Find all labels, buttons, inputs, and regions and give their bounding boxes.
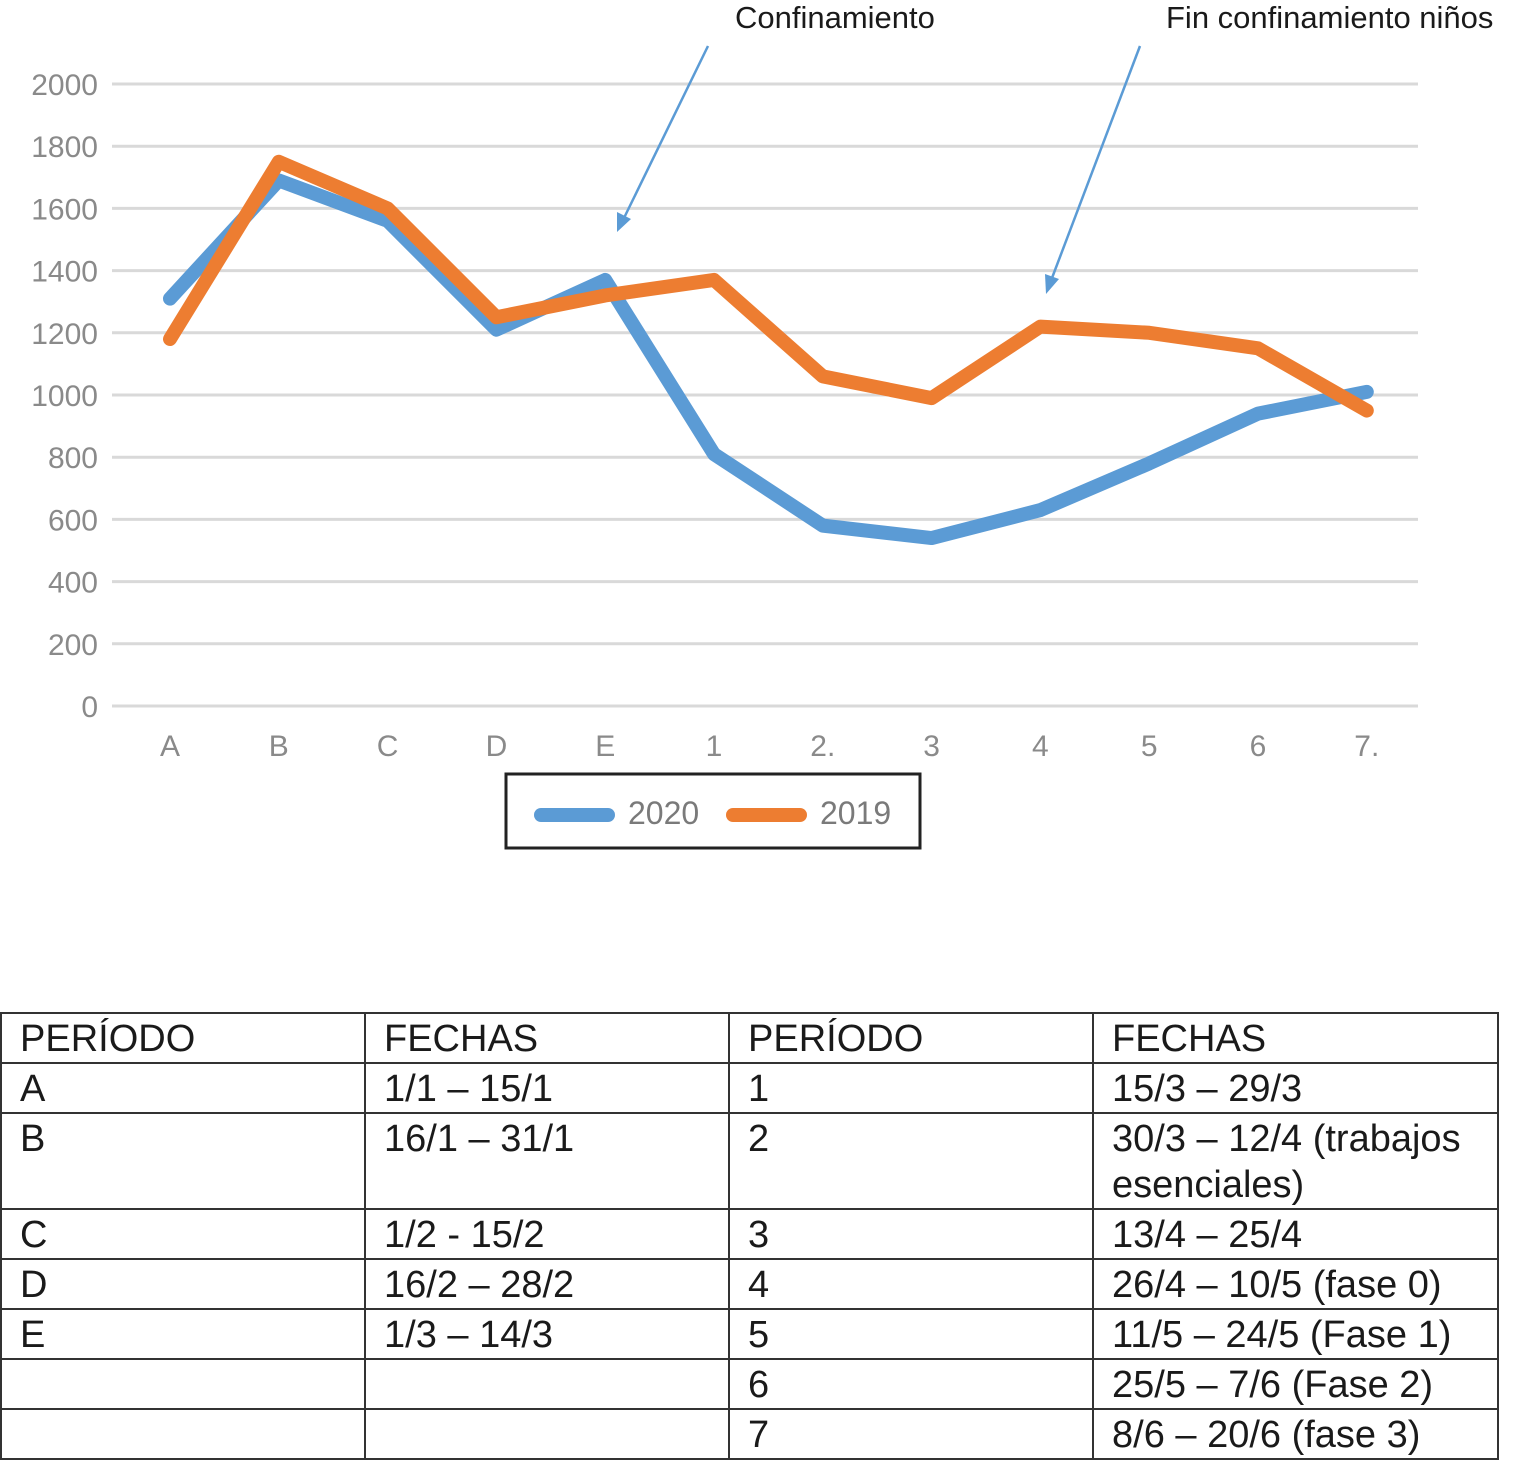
x-tick-label: 2. [810, 730, 835, 763]
table-cell: D [0, 1258, 366, 1310]
confinamiento-arrow-shaft [622, 45, 710, 219]
table-cell: 1/1 – 15/1 [364, 1062, 730, 1114]
x-tick-label: 6 [1250, 730, 1267, 763]
table-cell: 3 [728, 1208, 1094, 1260]
annotation-confinamiento: Confinamiento [735, 0, 935, 35]
legend-label-2020: 2020 [628, 795, 699, 831]
table-header-row: PERÍODO FECHAS PERÍODO FECHAS [0, 1012, 1499, 1064]
annotation-fin-confinamiento-ninos: Fin confinamiento niños [1166, 0, 1493, 35]
legend: 2020 2019 [504, 772, 922, 850]
series-line-2019 [163, 154, 1374, 418]
table-header-cell: FECHAS [1092, 1012, 1499, 1064]
y-tick-label: 400 [48, 567, 98, 600]
table-row: 6 25/5 – 7/6 (Fase 2) [0, 1358, 1499, 1410]
table-cell: 8/6 – 20/6 (fase 3) [1092, 1408, 1499, 1460]
table-row: C 1/2 - 15/2 3 13/4 – 25/4 [0, 1208, 1499, 1260]
y-tick-label: 800 [48, 442, 98, 475]
table-row: B 16/1 – 31/1 2 30/3 – 12/4 (trabajos esenc… [0, 1112, 1499, 1210]
table-cell [364, 1358, 730, 1410]
table-cell: 1 [728, 1062, 1094, 1114]
x-tick-label: 7. [1354, 730, 1379, 763]
legend-label-2019: 2019 [820, 795, 891, 831]
table-cell: 30/3 – 12/4 (trabajos esenciales) [1092, 1112, 1499, 1210]
table-cell: 7 [728, 1408, 1094, 1460]
grid-lines [112, 82, 1418, 708]
x-tick-label: D [486, 730, 508, 763]
x-tick-label: C [377, 730, 399, 763]
y-tick-label: 1800 [31, 131, 98, 164]
x-tick-label: 5 [1141, 730, 1158, 763]
table-cell: 6 [728, 1358, 1094, 1410]
table-cell: 2 [728, 1112, 1094, 1210]
y-tick-label: 0 [81, 691, 98, 724]
table-cell: C [0, 1208, 366, 1260]
table-row: E 1/3 – 14/3 5 11/5 – 24/5 (Fase 1) [0, 1308, 1499, 1360]
x-tick-label: B [269, 730, 289, 763]
fin-confinamiento-arrow-head [1045, 274, 1059, 294]
table-cell: 26/4 – 10/5 (fase 0) [1092, 1258, 1499, 1310]
table-row: D 16/2 – 28/2 4 26/4 – 10/5 (fase 0) [0, 1258, 1499, 1310]
table-cell [0, 1358, 366, 1410]
table-cell: 4 [728, 1258, 1094, 1310]
table-cell: 13/4 – 25/4 [1092, 1208, 1499, 1260]
x-axis-ticks: A B C D E 1 2. 3 4 5 6 7. [160, 730, 1379, 763]
line-chart: 0 200 400 600 800 1000 1200 1400 1600 1800 2000 A B… [31, 0, 1493, 850]
periods-table: PERÍODO FECHAS PERÍODO FECHAS A 1/1 – 15/1 1 15… [0, 1012, 1499, 1460]
table-cell: 1/2 - 15/2 [364, 1208, 730, 1260]
table-cell: A [0, 1062, 366, 1114]
series-line-2020 [163, 173, 1374, 546]
table-cell [0, 1408, 366, 1460]
table-cell: 25/5 – 7/6 (Fase 2) [1092, 1358, 1499, 1410]
x-tick-label: 1 [706, 730, 723, 763]
table-cell: 5 [728, 1308, 1094, 1360]
x-tick-label: 4 [1032, 730, 1049, 763]
table-header-cell: FECHAS [364, 1012, 730, 1064]
annotations: Confinamiento Fin confinamiento niños [617, 0, 1493, 294]
y-tick-label: 1200 [31, 318, 98, 351]
y-axis-ticks: 0 200 400 600 800 1000 1200 1400 1600 1800 2000 [31, 69, 98, 724]
x-tick-label: A [160, 730, 180, 763]
table-row: 7 8/6 – 20/6 (fase 3) [0, 1408, 1499, 1460]
x-tick-label: 3 [923, 730, 940, 763]
table-cell: 16/1 – 31/1 [364, 1112, 730, 1210]
table-cell: 1/3 – 14/3 [364, 1308, 730, 1360]
table-header-cell: PERÍODO [728, 1012, 1094, 1064]
table-cell: 15/3 – 29/3 [1092, 1062, 1499, 1114]
y-tick-label: 2000 [31, 69, 98, 102]
table-row: A 1/1 – 15/1 1 15/3 – 29/3 [0, 1062, 1499, 1114]
series-lines [163, 154, 1374, 546]
table-cell: B [0, 1112, 366, 1210]
table-header-cell: PERÍODO [0, 1012, 366, 1064]
y-tick-label: 200 [48, 629, 98, 662]
table-cell: 11/5 – 24/5 (Fase 1) [1092, 1308, 1499, 1360]
confinamiento-arrow-head [617, 212, 631, 232]
y-tick-label: 1600 [31, 193, 98, 226]
table-cell: E [0, 1308, 366, 1360]
table-cell [364, 1408, 730, 1460]
table-cell: 16/2 – 28/2 [364, 1258, 730, 1310]
x-tick-label: E [595, 730, 615, 763]
y-tick-label: 1000 [31, 380, 98, 413]
y-tick-label: 600 [48, 504, 98, 537]
y-tick-label: 1400 [31, 256, 98, 289]
fin-confinamiento-arrow-shaft [1050, 45, 1142, 279]
